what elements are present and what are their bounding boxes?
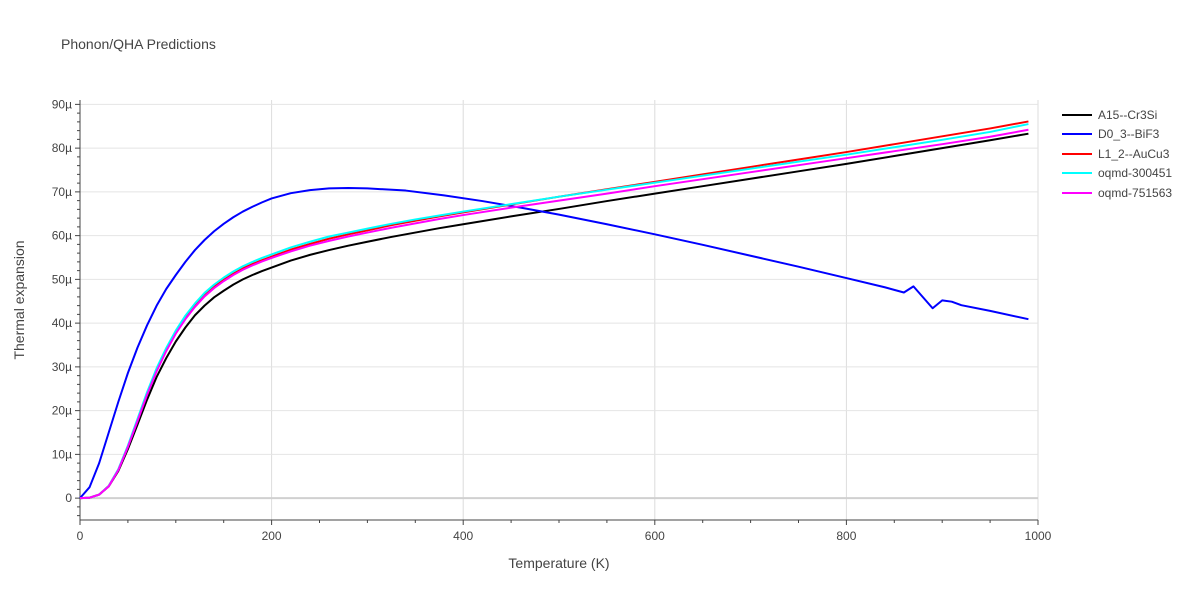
legend-label: L1_2--AuCu3 [1098,146,1170,161]
legend-swatch [1062,113,1092,116]
legend-item[interactable]: oqmd-751563 [1062,183,1172,203]
x-tick-label: 200 [262,529,282,543]
x-tick-label: 800 [836,529,856,543]
series-line-4 [79,128,1029,500]
y-tick-label: 0 [65,491,72,505]
legend-label: oqmd-751563 [1098,185,1173,200]
legend-label: A15--Cr3Si [1098,107,1158,122]
series-line-1 [79,186,1029,499]
y-tick-label: 60µ [52,229,72,243]
legend-swatch [1062,191,1092,194]
legend-label: oqmd-300451 [1098,166,1173,181]
series-line-3 [79,123,1029,500]
x-tick-label: 1000 [1025,529,1052,543]
x-tick-label: 0 [77,529,84,543]
chart-title: Phonon/QHA Predictions [61,36,216,52]
series-line-0 [79,132,1029,500]
legend: A15--Cr3Si D0_3--BiF3 L1_2--AuCu3 oqmd-3004… [1062,105,1172,203]
legend-item[interactable]: oqmd-300451 [1062,164,1172,184]
y-tick-label: 20µ [52,404,72,418]
x-axis-label: Temperature (K) [508,555,609,571]
y-tick-label: 90µ [52,97,72,111]
legend-item[interactable]: L1_2--AuCu3 [1062,144,1172,164]
legend-swatch [1062,172,1092,175]
legend-swatch [1062,133,1092,136]
x-tick-label: 600 [645,529,665,543]
x-tick-label: 400 [453,529,473,543]
series-line-2 [79,120,1029,500]
legend-item[interactable]: D0_3--BiF3 [1062,125,1172,145]
y-tick-label: 40µ [52,316,72,330]
y-tick-label: 50µ [52,272,72,286]
legend-swatch [1062,152,1092,155]
legend-label: D0_3--BiF3 [1098,127,1160,142]
y-axis-label: Thermal expansion [11,240,27,359]
y-tick-label: 30µ [52,360,72,374]
y-tick-label: 10µ [52,447,72,461]
y-tick-label: 80µ [52,141,72,155]
y-tick-label: 70µ [52,185,72,199]
legend-item[interactable]: A15--Cr3Si [1062,105,1172,125]
